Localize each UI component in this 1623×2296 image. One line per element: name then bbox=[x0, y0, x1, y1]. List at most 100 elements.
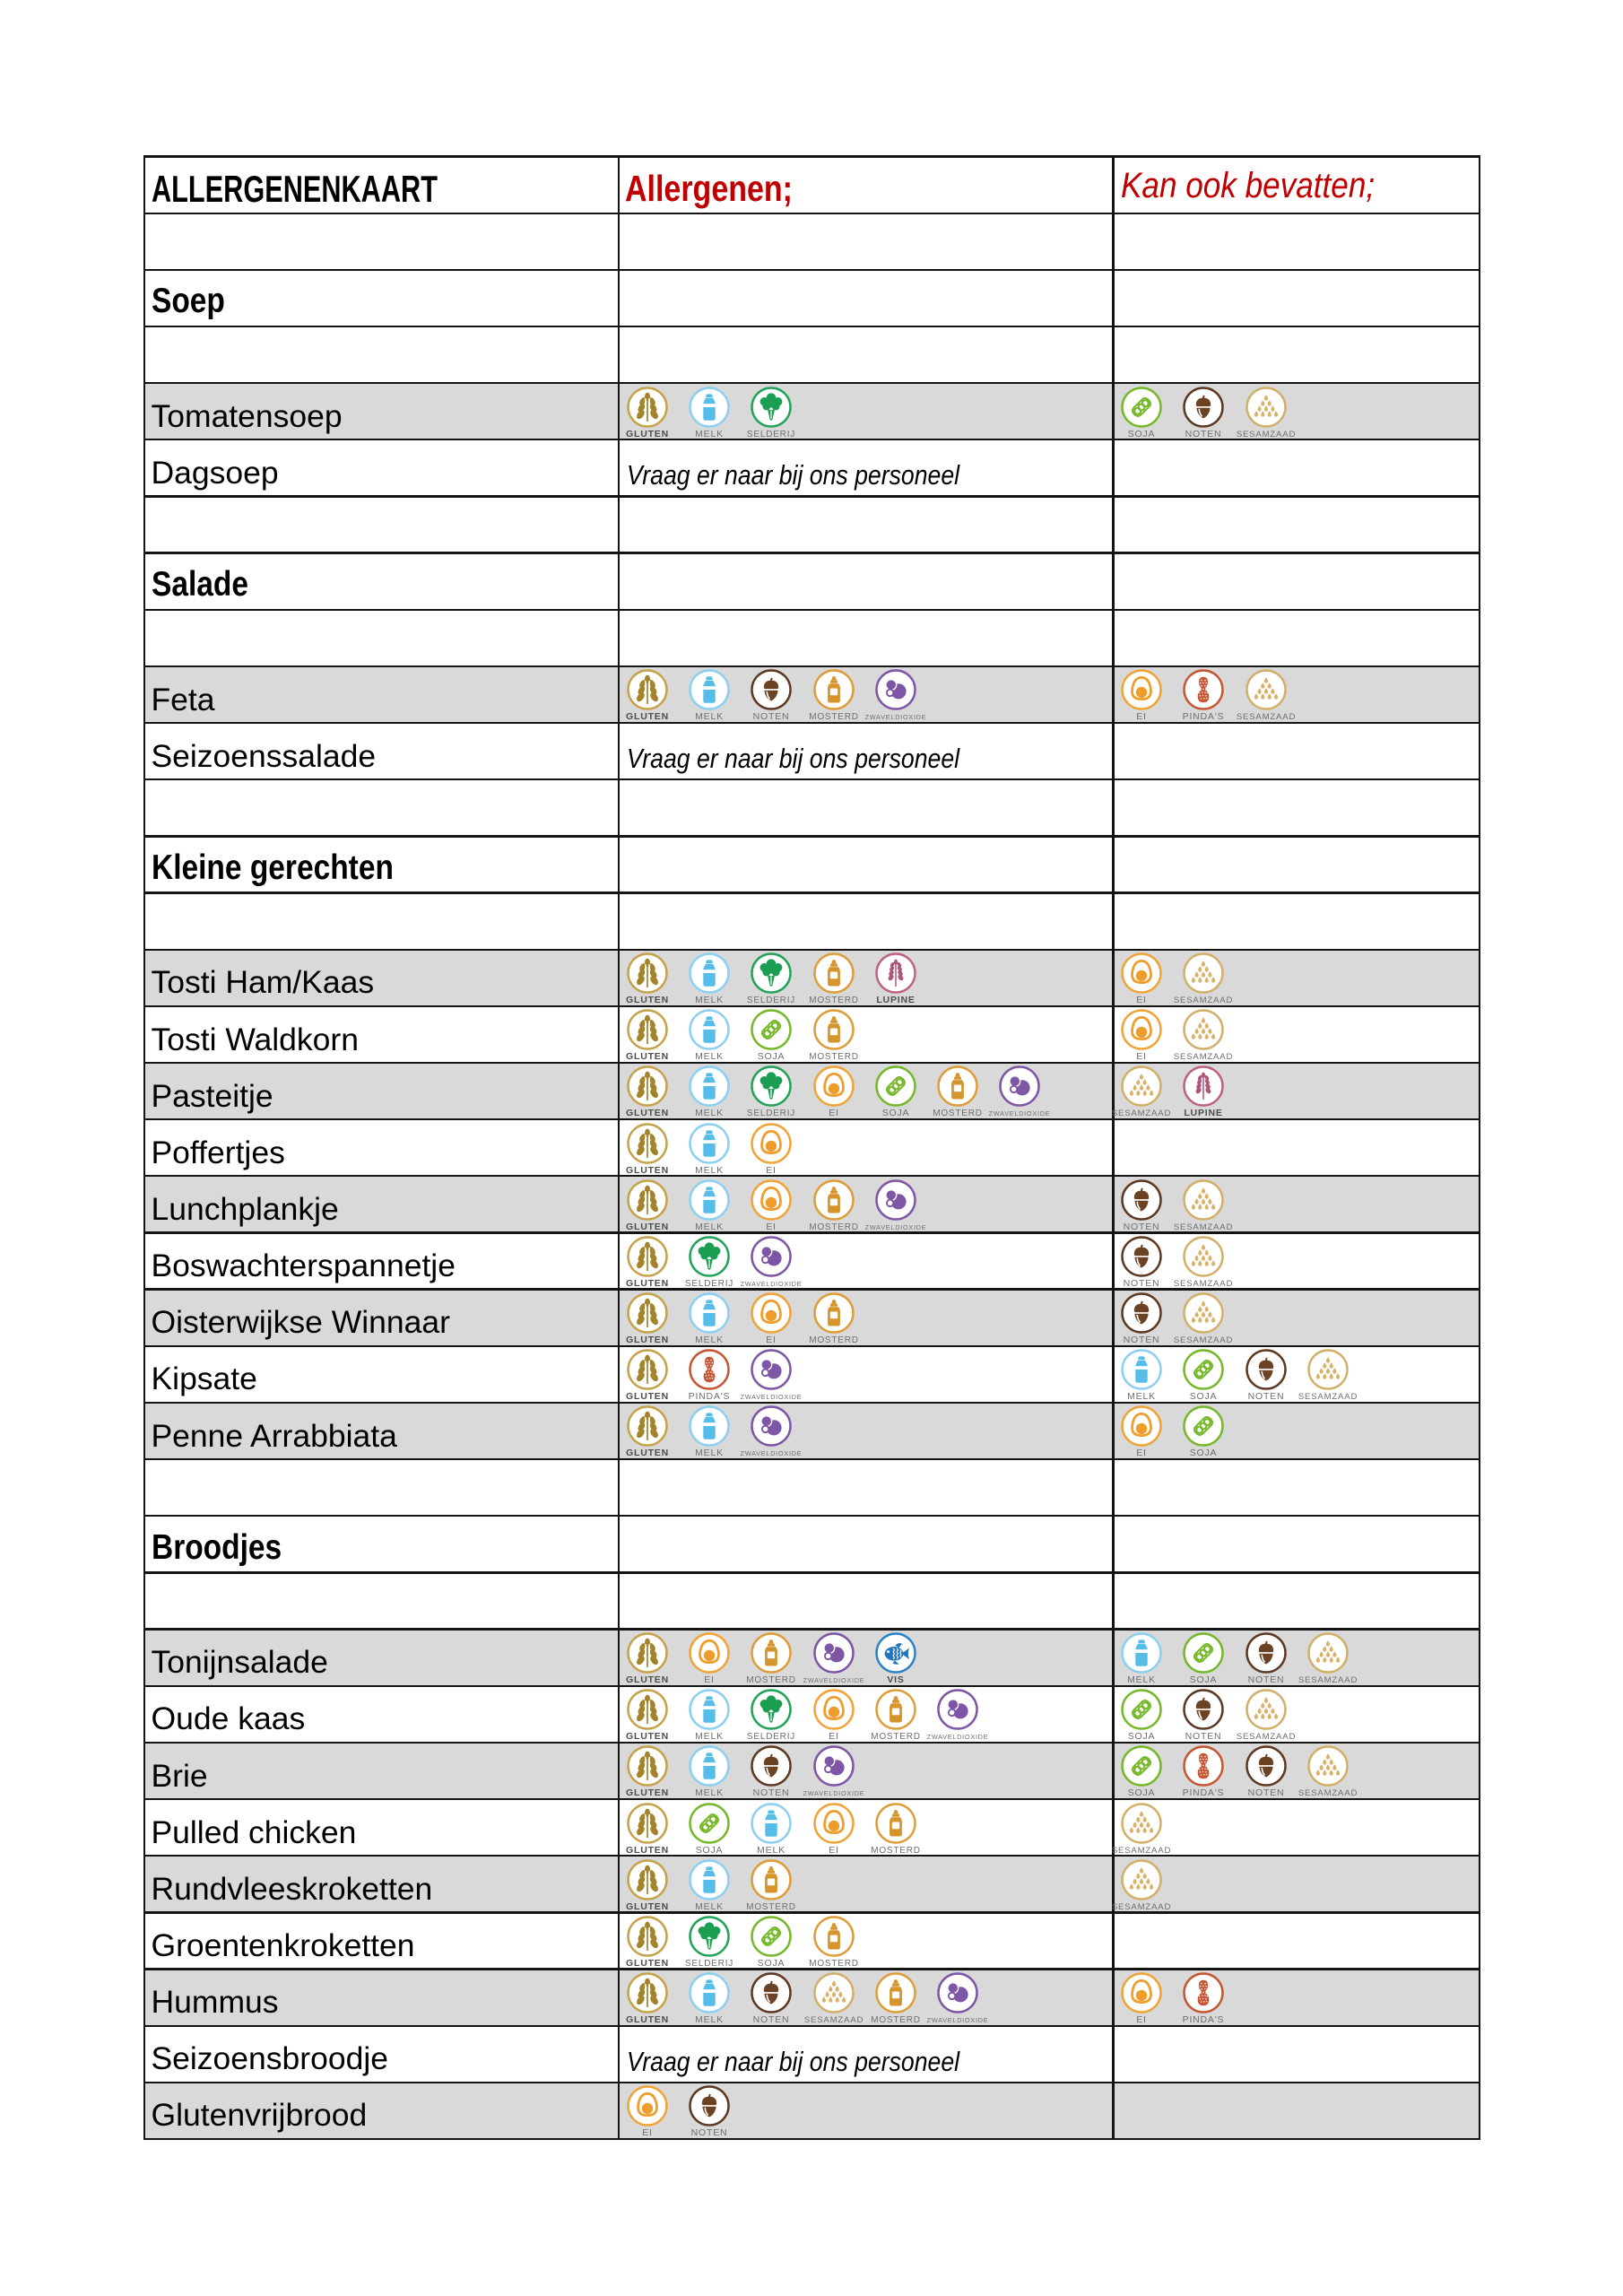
svg-text:MOSTERD: MOSTERD bbox=[933, 1109, 983, 1118]
svg-text:MOSTERD: MOSTERD bbox=[809, 1335, 859, 1345]
svg-text:MELK: MELK bbox=[695, 1901, 724, 1912]
svg-text:SESAMZAAD: SESAMZAAD bbox=[1236, 430, 1295, 439]
svg-text:NOTEN: NOTEN bbox=[1247, 1391, 1284, 1402]
svg-text:MELK: MELK bbox=[695, 711, 724, 722]
svg-text:SELDERIJ: SELDERIJ bbox=[685, 1959, 733, 1969]
svg-text:NOTEN: NOTEN bbox=[1185, 1731, 1222, 1742]
svg-text:NOTEN: NOTEN bbox=[1247, 1787, 1284, 1798]
svg-text:NOTEN: NOTEN bbox=[1123, 1222, 1159, 1232]
svg-text:EI: EI bbox=[1136, 711, 1147, 722]
svg-text:MOSTERD: MOSTERD bbox=[871, 1732, 921, 1742]
svg-text:SOJA: SOJA bbox=[758, 1051, 785, 1062]
svg-text:SOJA: SOJA bbox=[1127, 1731, 1155, 1742]
svg-text:GLUTEN: GLUTEN bbox=[626, 1731, 669, 1742]
svg-text:PINDA'S: PINDA'S bbox=[1183, 2014, 1225, 2025]
svg-text:SESAMZAAD: SESAMZAAD bbox=[1111, 1109, 1170, 1118]
svg-text:MELK: MELK bbox=[695, 1731, 724, 1742]
svg-text:SOJA: SOJA bbox=[1190, 1391, 1218, 1402]
svg-text:SESAMZAAD: SESAMZAAD bbox=[803, 2015, 863, 2025]
svg-text:NOTEN: NOTEN bbox=[1247, 1674, 1284, 1685]
svg-text:SESAMZAAD: SESAMZAAD bbox=[1111, 1846, 1170, 1856]
svg-text:MELK: MELK bbox=[1127, 1391, 1156, 1402]
svg-text:GLUTEN: GLUTEN bbox=[626, 1222, 669, 1232]
svg-text:VIS: VIS bbox=[887, 1674, 904, 1685]
svg-text:SESAMZAAD: SESAMZAAD bbox=[1111, 1902, 1170, 1912]
svg-text:MOSTERD: MOSTERD bbox=[871, 2015, 921, 2025]
svg-text:ZWAVELDIOXIDE: ZWAVELDIOXIDE bbox=[927, 2016, 989, 2024]
svg-text:PINDA'S: PINDA'S bbox=[689, 1391, 731, 1402]
svg-text:ZWAVELDIOXIDE: ZWAVELDIOXIDE bbox=[989, 1109, 1051, 1118]
svg-text:NOTEN: NOTEN bbox=[753, 1787, 790, 1798]
svg-text:SELDERIJ: SELDERIJ bbox=[747, 1109, 795, 1118]
svg-text:SOJA: SOJA bbox=[881, 1108, 909, 1118]
svg-text:NOTEN: NOTEN bbox=[753, 2014, 790, 2025]
svg-text:LUPINE: LUPINE bbox=[876, 995, 915, 1005]
svg-text:EI: EI bbox=[704, 1674, 715, 1685]
svg-text:ZWAVELDIOXIDE: ZWAVELDIOXIDE bbox=[927, 1733, 989, 1741]
svg-text:SELDERIJ: SELDERIJ bbox=[685, 1279, 733, 1289]
svg-text:SOJA: SOJA bbox=[1190, 1448, 1218, 1458]
svg-text:SOJA: SOJA bbox=[696, 1845, 724, 1856]
svg-text:MOSTERD: MOSTERD bbox=[871, 1846, 921, 1856]
svg-text:GLUTEN: GLUTEN bbox=[626, 1901, 669, 1912]
svg-text:GLUTEN: GLUTEN bbox=[626, 1391, 669, 1402]
svg-text:SOJA: SOJA bbox=[1127, 429, 1155, 439]
svg-text:MELK: MELK bbox=[695, 1051, 724, 1062]
svg-text:SELDERIJ: SELDERIJ bbox=[747, 996, 795, 1005]
svg-text:MELK: MELK bbox=[695, 429, 724, 439]
svg-text:GLUTEN: GLUTEN bbox=[626, 429, 669, 439]
svg-text:SESAMZAAD: SESAMZAAD bbox=[1174, 996, 1233, 1005]
svg-text:SESAMZAAD: SESAMZAAD bbox=[1298, 1392, 1358, 1402]
svg-text:GLUTEN: GLUTEN bbox=[626, 1165, 669, 1176]
svg-text:EI: EI bbox=[767, 1222, 777, 1232]
svg-text:ZWAVELDIOXIDE: ZWAVELDIOXIDE bbox=[803, 1676, 864, 1684]
svg-text:GLUTEN: GLUTEN bbox=[626, 1051, 669, 1062]
svg-text:MELK: MELK bbox=[757, 1845, 785, 1856]
svg-text:MELK: MELK bbox=[695, 1165, 724, 1176]
svg-text:GLUTEN: GLUTEN bbox=[626, 1787, 669, 1798]
svg-text:PINDA'S: PINDA'S bbox=[1183, 1787, 1225, 1798]
svg-text:ZWAVELDIOXIDE: ZWAVELDIOXIDE bbox=[803, 1789, 864, 1797]
svg-text:SESAMZAAD: SESAMZAAD bbox=[1298, 1788, 1358, 1798]
svg-text:MOSTERD: MOSTERD bbox=[809, 1959, 859, 1969]
svg-text:MOSTERD: MOSTERD bbox=[747, 1675, 797, 1685]
svg-text:NOTEN: NOTEN bbox=[1123, 1278, 1159, 1289]
svg-text:SOJA: SOJA bbox=[1190, 1674, 1218, 1685]
svg-text:PINDA'S: PINDA'S bbox=[1183, 711, 1225, 722]
svg-text:SELDERIJ: SELDERIJ bbox=[747, 430, 795, 439]
svg-text:ZWAVELDIOXIDE: ZWAVELDIOXIDE bbox=[741, 1280, 803, 1288]
svg-text:EI: EI bbox=[829, 1108, 839, 1118]
svg-text:SESAMZAAD: SESAMZAAD bbox=[1174, 1052, 1233, 1062]
svg-text:ZWAVELDIOXIDE: ZWAVELDIOXIDE bbox=[741, 1449, 803, 1457]
svg-text:MOSTERD: MOSTERD bbox=[747, 1902, 797, 1912]
svg-text:GLUTEN: GLUTEN bbox=[626, 1674, 669, 1685]
svg-text:MOSTERD: MOSTERD bbox=[809, 1222, 859, 1232]
svg-text:ZWAVELDIOXIDE: ZWAVELDIOXIDE bbox=[864, 713, 926, 721]
svg-text:EI: EI bbox=[642, 2127, 653, 2138]
svg-text:EI: EI bbox=[1136, 995, 1147, 1005]
svg-text:MELK: MELK bbox=[1127, 1674, 1156, 1685]
svg-text:MOSTERD: MOSTERD bbox=[809, 1052, 859, 1062]
svg-text:ZWAVELDIOXIDE: ZWAVELDIOXIDE bbox=[741, 1393, 803, 1401]
svg-text:GLUTEN: GLUTEN bbox=[626, 1845, 669, 1856]
svg-text:NOTEN: NOTEN bbox=[1185, 429, 1222, 439]
svg-text:SESAMZAAD: SESAMZAAD bbox=[1174, 1279, 1233, 1289]
svg-text:EI: EI bbox=[767, 1165, 777, 1176]
svg-text:NOTEN: NOTEN bbox=[753, 711, 790, 722]
svg-text:SESAMZAAD: SESAMZAAD bbox=[1174, 1335, 1233, 1345]
svg-text:GLUTEN: GLUTEN bbox=[626, 1108, 669, 1118]
svg-text:ZWAVELDIOXIDE: ZWAVELDIOXIDE bbox=[864, 1223, 926, 1231]
svg-text:EI: EI bbox=[829, 1845, 839, 1856]
svg-text:SESAMZAAD: SESAMZAAD bbox=[1236, 1732, 1295, 1742]
svg-text:EI: EI bbox=[1136, 1051, 1147, 1062]
svg-text:MELK: MELK bbox=[695, 995, 724, 1005]
svg-text:SOJA: SOJA bbox=[1127, 1787, 1155, 1798]
svg-text:MELK: MELK bbox=[695, 1222, 724, 1232]
svg-text:EI: EI bbox=[829, 1731, 839, 1742]
svg-text:MELK: MELK bbox=[695, 2014, 724, 2025]
svg-text:GLUTEN: GLUTEN bbox=[626, 2014, 669, 2025]
svg-text:SELDERIJ: SELDERIJ bbox=[747, 1732, 795, 1742]
svg-text:EI: EI bbox=[1136, 1448, 1147, 1458]
svg-text:GLUTEN: GLUTEN bbox=[626, 1278, 669, 1289]
svg-text:EI: EI bbox=[767, 1335, 777, 1345]
